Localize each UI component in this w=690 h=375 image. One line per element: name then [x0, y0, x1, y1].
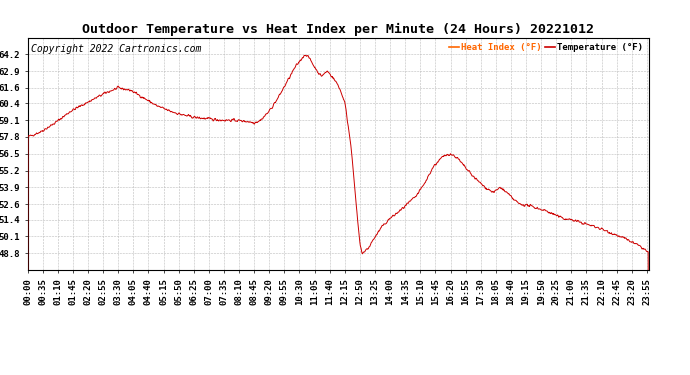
Text: Copyright 2022 Cartronics.com: Copyright 2022 Cartronics.com — [31, 45, 201, 54]
Title: Outdoor Temperature vs Heat Index per Minute (24 Hours) 20221012: Outdoor Temperature vs Heat Index per Mi… — [82, 23, 594, 36]
Legend: Heat Index (°F), Temperature (°F): Heat Index (°F), Temperature (°F) — [448, 42, 644, 53]
